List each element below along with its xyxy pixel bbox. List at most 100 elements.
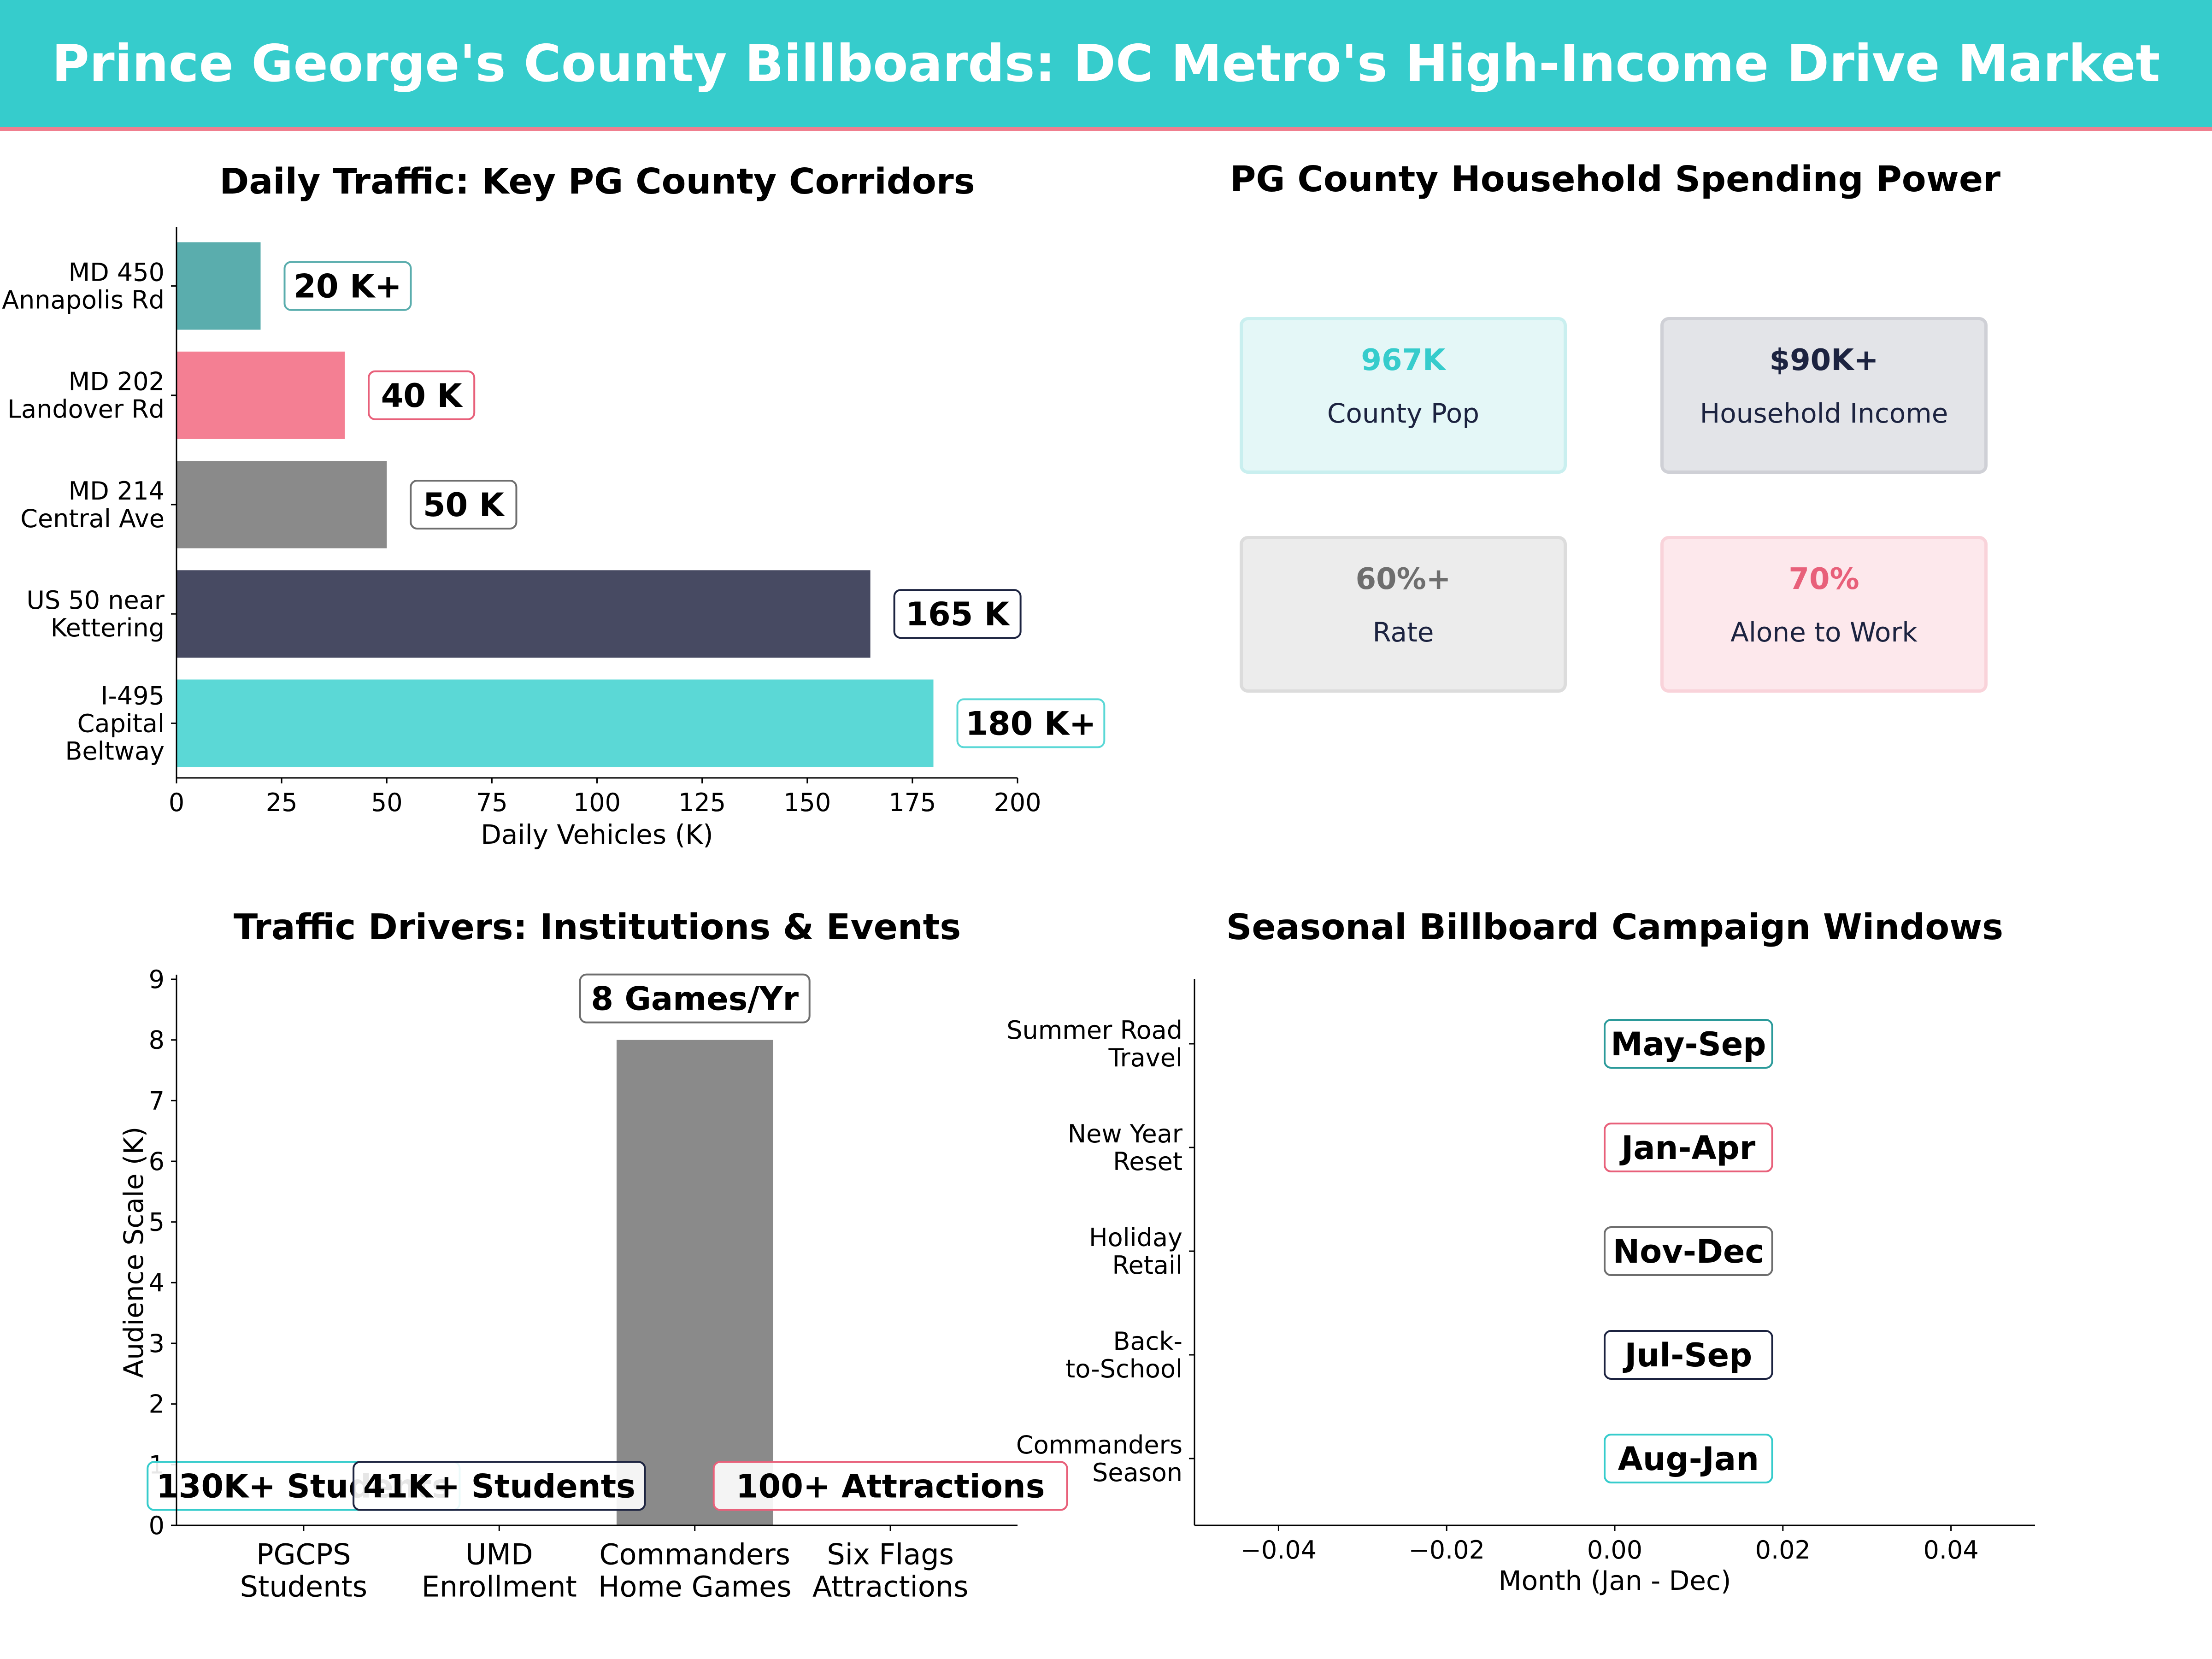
seasonal-window-label: Jan-Apr — [1619, 1129, 1755, 1167]
stat-card-label: County Pop — [1327, 398, 1480, 429]
y-tick-label: 5 — [149, 1208, 165, 1237]
traffic-bar-label: 50 K — [423, 486, 506, 524]
traffic-category-label: Annapolis Rd — [2, 286, 165, 315]
seasonal-chart-title: Seasonal Billboard Campaign Windows — [1226, 907, 2003, 948]
seasonal-window-label: Aug-Jan — [1618, 1440, 1759, 1478]
y-tick-label: 9 — [149, 965, 165, 994]
driver-category-label: Enrollment — [422, 1570, 577, 1604]
traffic-bar-label: 165 K — [906, 595, 1010, 633]
traffic-bar — [176, 679, 934, 767]
traffic-category-label: MD 450 — [69, 258, 165, 287]
driver-bar-label-box — [353, 1461, 646, 1511]
y-tick-label: 6 — [149, 1147, 165, 1176]
x-tick-label: 150 — [783, 788, 831, 817]
traffic-category-label: MD 202 — [69, 367, 165, 396]
seasonal-category-label: Reset — [1113, 1147, 1182, 1176]
x-tick-label: 25 — [266, 788, 298, 817]
seasonal-category-label: Summer Road — [1006, 1016, 1182, 1045]
seasonal-category-label: Travel — [1108, 1043, 1182, 1072]
y-tick-label: 4 — [149, 1268, 165, 1297]
driver-category-label: Six Flags — [827, 1538, 954, 1571]
traffic-chart: Daily Traffic: Key PG County Corridors 20… — [2, 161, 1106, 850]
seasonal-category-label: Holiday — [1089, 1223, 1182, 1252]
header-divider — [0, 127, 2212, 131]
seasonal-window-label-box — [1604, 1226, 1773, 1276]
traffic-category-label: Kettering — [51, 613, 165, 642]
seasonal-category-label: New Year — [1068, 1119, 1183, 1148]
traffic-bar-label-box — [410, 480, 518, 529]
seasonal-category-label: to-School — [1065, 1354, 1182, 1383]
y-tick-label: 0 — [149, 1511, 165, 1540]
stat-card-value: $90K+ — [1769, 343, 1879, 377]
traffic-category-label: Capital — [77, 709, 165, 738]
seasonal-window-label: Jul-Sep — [1623, 1336, 1752, 1374]
traffic-category-label: MD 214 — [69, 477, 165, 506]
x-tick-label: 75 — [476, 788, 508, 817]
x-tick-label: 0 — [169, 788, 184, 817]
traffic-bar-label: 40 K — [381, 377, 464, 415]
stat-card-value: 60%+ — [1355, 562, 1451, 596]
driver-category-label: Home Games — [598, 1570, 792, 1604]
seasonal-window-label-box — [1604, 1123, 1773, 1172]
seasonal-window-label-box — [1604, 1330, 1773, 1380]
stat-card: $90K+ Household Income — [1660, 317, 1988, 474]
traffic-category-label: Beltway — [65, 736, 165, 765]
x-axis-label: Month (Jan - Dec) — [1499, 1565, 1731, 1596]
stat-card-value: 70% — [1788, 562, 1859, 596]
x-tick-label: 0.00 — [1587, 1535, 1642, 1565]
stat-card-value: 967K — [1361, 343, 1446, 377]
seasonal-chart: Seasonal Billboard Campaign Windows Comma… — [1006, 907, 2035, 1596]
driver-bar — [616, 1040, 773, 1525]
traffic-category-label: I-495 — [101, 681, 165, 710]
x-tick-label: 125 — [678, 788, 726, 817]
traffic-bar — [176, 570, 871, 658]
driver-category-label: Commanders — [599, 1538, 790, 1571]
driver-bar-label-box — [712, 1461, 1068, 1511]
driver-category-label: Attractions — [812, 1570, 969, 1604]
driver-category-label: PGCPS — [256, 1538, 351, 1571]
traffic-bar — [176, 351, 345, 439]
traffic-bar-label: 180 K+ — [965, 705, 1096, 742]
seasonal-category-label: Commanders — [1016, 1430, 1182, 1459]
seasonal-category-label: Back- — [1113, 1327, 1182, 1356]
page-title: Prince George's County Billboards: DC Me… — [52, 34, 2160, 94]
y-tick-label: 2 — [149, 1390, 165, 1419]
x-tick-label: 200 — [994, 788, 1041, 817]
traffic-category-label: Landover Rd — [7, 395, 165, 424]
stat-card-label: Household Income — [1700, 398, 1948, 429]
driver-bar-label: 8 Games/Yr — [591, 980, 799, 1018]
x-tick-label: 100 — [573, 788, 621, 817]
seasonal-category-label: Retail — [1112, 1251, 1182, 1280]
traffic-category-label: Central Ave — [20, 504, 165, 533]
x-tick-label: 0.02 — [1755, 1535, 1811, 1565]
header-banner: Prince George's County Billboards: DC Me… — [0, 0, 2212, 127]
traffic-bar-label-box — [893, 589, 1022, 639]
spending-title: PG County Household Spending Power — [1230, 159, 2001, 200]
seasonal-window-label-box — [1604, 1434, 1773, 1483]
seasonal-window-label: May-Sep — [1611, 1025, 1766, 1063]
drivers-chart-title: Traffic Drivers: Institutions & Events — [234, 907, 961, 948]
y-tick-label: 3 — [149, 1329, 165, 1358]
x-tick-label: −0.04 — [1241, 1535, 1317, 1565]
traffic-category-label: US 50 near — [26, 586, 165, 615]
stat-card: 967K County Pop — [1240, 317, 1567, 474]
driver-bar-label: 100+ Attractions — [736, 1467, 1045, 1505]
traffic-bar-label: 20 K+ — [294, 268, 402, 306]
seasonal-window-label: Nov-Dec — [1613, 1233, 1764, 1271]
traffic-bar — [176, 242, 261, 330]
x-tick-label: 0.04 — [1923, 1535, 1978, 1565]
seasonal-window-label-box — [1604, 1019, 1773, 1069]
x-axis-label: Daily Vehicles (K) — [481, 819, 713, 850]
y-tick-label: 8 — [149, 1026, 165, 1055]
seasonal-category-label: Season — [1092, 1458, 1182, 1487]
traffic-bar — [176, 461, 387, 548]
x-tick-label: −0.02 — [1408, 1535, 1484, 1565]
driver-category-label: UMD — [465, 1538, 533, 1571]
y-tick-label: 7 — [149, 1086, 165, 1115]
traffic-chart-title: Daily Traffic: Key PG County Corridors — [219, 161, 975, 202]
y-axis-label: Audience Scale (K) — [118, 1127, 149, 1378]
drivers-chart: Traffic Drivers: Institutions & Events 0 1… — [118, 907, 1068, 1604]
stat-card-label: Rate — [1372, 617, 1434, 648]
stat-card: 60%+ Rate — [1240, 536, 1567, 693]
stat-card-label: Alone to Work — [1730, 617, 1918, 648]
